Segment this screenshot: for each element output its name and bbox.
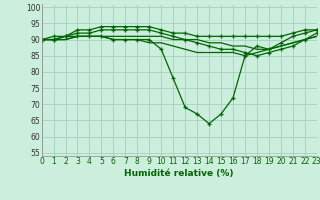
- X-axis label: Humidité relative (%): Humidité relative (%): [124, 169, 234, 178]
